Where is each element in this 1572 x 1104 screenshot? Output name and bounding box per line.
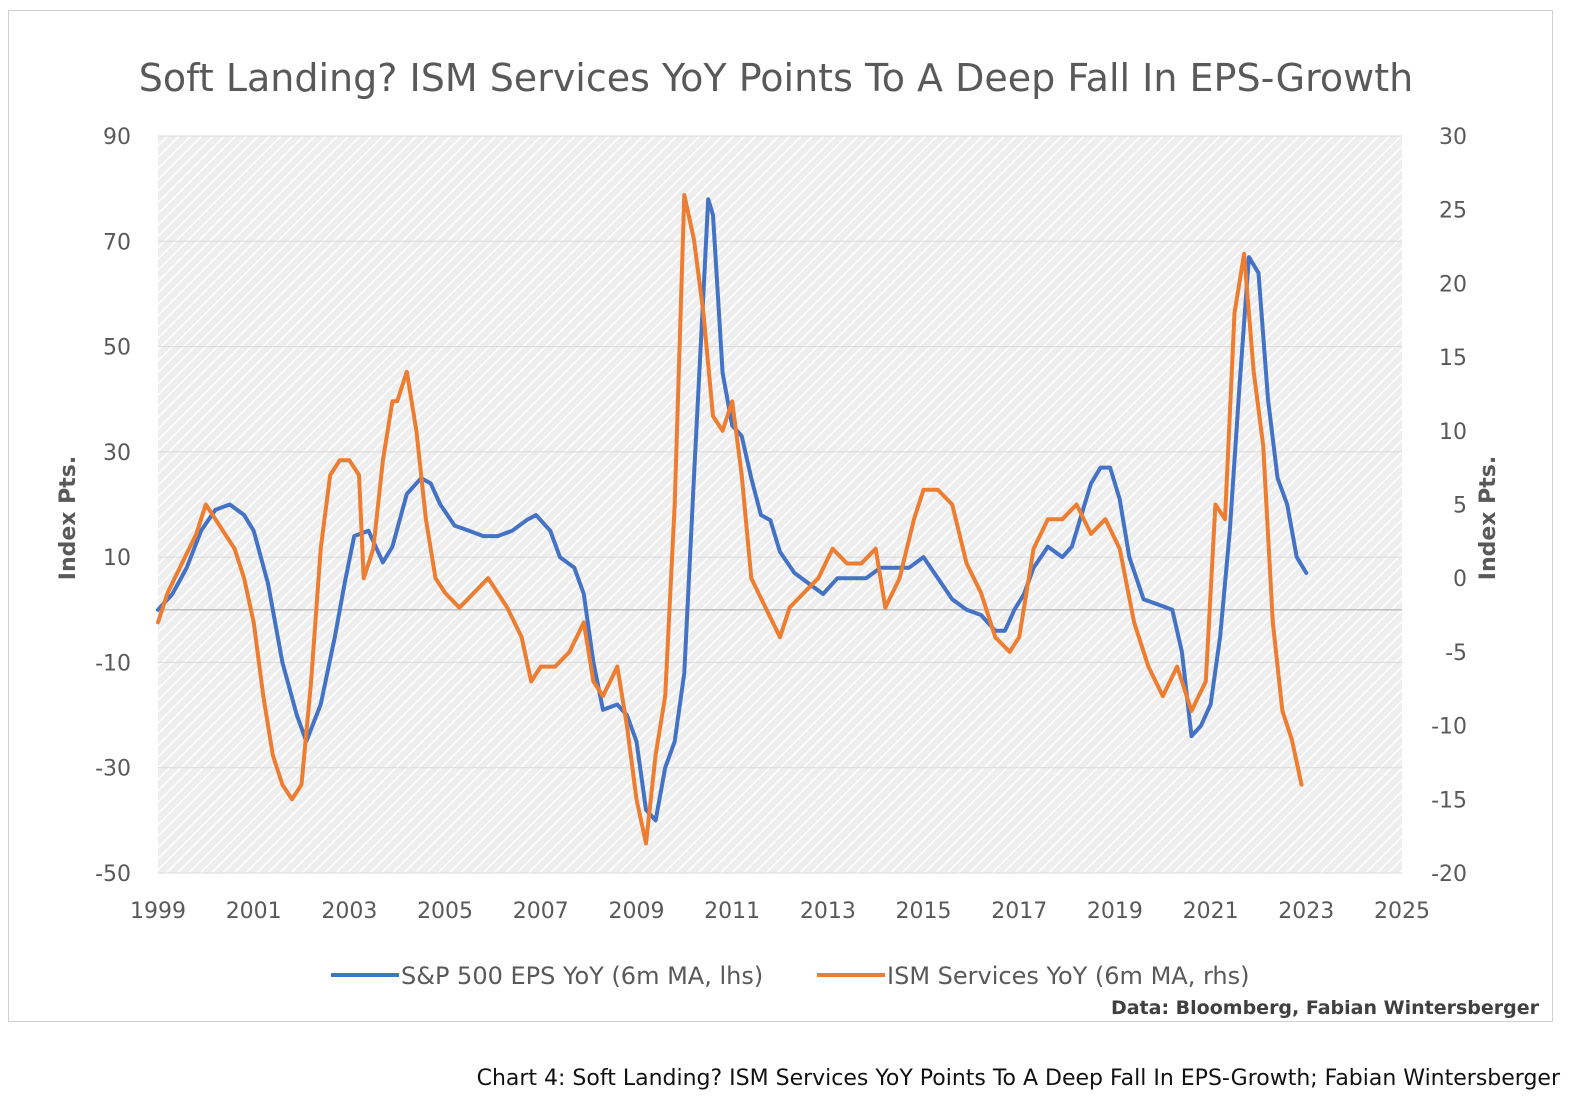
x-tick-label: 2025 bbox=[1374, 899, 1430, 924]
chart-frame: 90 70 50 30 10 -10 -30 -50 30 25 20 15 10 5 0 -5 -10 -15… bbox=[8, 10, 1553, 1022]
chart-title: Soft Landing? ISM Services YoY Points To… bbox=[139, 56, 1413, 100]
x-axis: 1999 2001 2003 2005 2007 2009 2011 2013 2015 2017… bbox=[130, 899, 1430, 924]
x-tick-label: 2021 bbox=[1183, 899, 1239, 924]
y-tick-label: -30 bbox=[95, 757, 131, 782]
y2-tick-label: 5 bbox=[1453, 494, 1467, 519]
legend: S&P 500 EPS YoY (6m MA, lhs) ISM Service… bbox=[331, 962, 1249, 990]
y-axis-right: 30 25 20 15 10 5 0 -5 -10 -15 -20 bbox=[1431, 125, 1467, 887]
y-axis-left: 90 70 50 30 10 -10 -30 -50 bbox=[95, 125, 131, 887]
x-tick-label: 2013 bbox=[800, 899, 856, 924]
y-tick-label: 90 bbox=[103, 125, 131, 150]
y2-tick-label: 0 bbox=[1453, 567, 1467, 592]
y2-tick-label: 10 bbox=[1439, 420, 1467, 445]
y-axis-label-left: Index Pts. bbox=[56, 456, 81, 580]
x-tick-label: 2001 bbox=[226, 899, 282, 924]
y2-tick-label: -15 bbox=[1431, 788, 1467, 813]
legend-label-ism: ISM Services YoY (6m MA, rhs) bbox=[887, 962, 1249, 990]
series-line-ism bbox=[156, 193, 1304, 846]
figure-caption: Chart 4: Soft Landing? ISM Services YoY … bbox=[476, 1066, 1560, 1091]
y2-tick-label: -5 bbox=[1445, 641, 1467, 666]
x-tick-label: 2011 bbox=[704, 899, 760, 924]
gridlines bbox=[158, 135, 1402, 874]
legend-label-eps: S&P 500 EPS YoY (6m MA, lhs) bbox=[401, 962, 763, 990]
y2-tick-label: 15 bbox=[1439, 346, 1467, 371]
x-tick-label: 1999 bbox=[130, 899, 186, 924]
y2-tick-label: -10 bbox=[1431, 715, 1467, 740]
x-tick-label: 2023 bbox=[1278, 899, 1334, 924]
y-tick-label: 70 bbox=[103, 230, 131, 255]
x-tick-label: 2007 bbox=[513, 899, 569, 924]
y-tick-label: -10 bbox=[95, 651, 131, 676]
y-tick-label: 30 bbox=[103, 441, 131, 466]
x-tick-label: 2009 bbox=[608, 899, 664, 924]
y2-tick-label: 30 bbox=[1439, 125, 1467, 150]
series-lines bbox=[156, 193, 1309, 846]
y2-tick-label: -20 bbox=[1431, 862, 1467, 887]
x-tick-label: 2005 bbox=[417, 899, 473, 924]
y-tick-label: -50 bbox=[95, 862, 131, 887]
y-axis-label-right: Index Pts. bbox=[1476, 456, 1501, 580]
y-tick-label: 10 bbox=[103, 546, 131, 571]
y2-tick-label: 25 bbox=[1439, 199, 1467, 224]
x-tick-label: 2019 bbox=[1087, 899, 1143, 924]
plot-area bbox=[158, 136, 1402, 873]
y-tick-label: 50 bbox=[103, 336, 131, 361]
x-tick-label: 2003 bbox=[321, 899, 377, 924]
source-note: Data: Bloomberg, Fabian Wintersberger bbox=[1111, 997, 1540, 1019]
x-tick-label: 2017 bbox=[991, 899, 1047, 924]
x-tick-label: 2015 bbox=[896, 899, 952, 924]
y2-tick-label: 20 bbox=[1439, 272, 1467, 297]
